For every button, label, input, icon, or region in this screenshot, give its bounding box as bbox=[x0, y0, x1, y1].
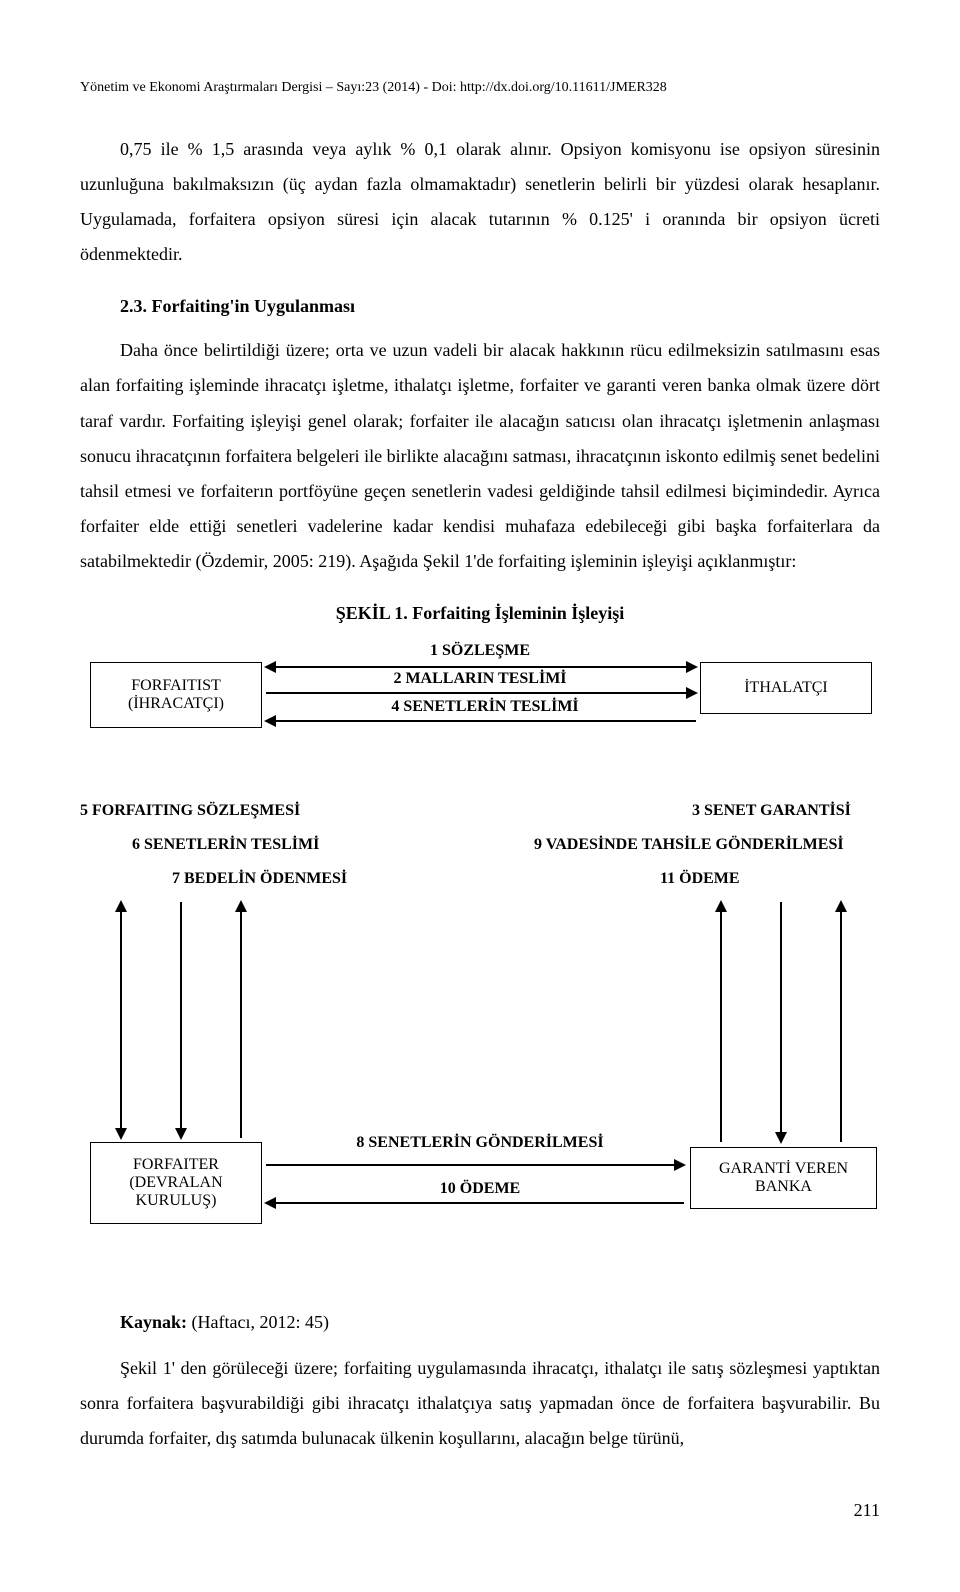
label-10-odeme: 10 ÖDEME bbox=[420, 1180, 540, 1198]
figure-source: Kaynak: (Haftacı, 2012: 45) bbox=[80, 1312, 880, 1333]
arrowhead-icon bbox=[264, 661, 276, 673]
node-garanti-l1: GARANTİ VEREN bbox=[719, 1160, 848, 1178]
node-forfaiter-l3: KURULUŞ) bbox=[136, 1192, 217, 1210]
arrow-11 bbox=[840, 902, 842, 1142]
arrow-9 bbox=[780, 902, 782, 1142]
node-ithalatci-label: İTHALATÇI bbox=[744, 679, 828, 697]
paragraph-2: Daha önce belirtildiği üzere; orta ve uz… bbox=[80, 333, 880, 579]
arrowhead-icon bbox=[715, 900, 727, 912]
node-ithalatci: İTHALATÇI bbox=[700, 662, 872, 714]
node-garanti: GARANTİ VEREN BANKA bbox=[690, 1147, 877, 1209]
paragraph-1: 0,75 ile % 1,5 arasında veya aylık % 0,1… bbox=[80, 132, 880, 272]
arrow-2 bbox=[266, 692, 696, 694]
arrowhead-icon bbox=[264, 715, 276, 727]
arrow-8 bbox=[266, 1164, 684, 1166]
label-8-senetlerin-gonder: 8 SENETLERİN GÖNDERİLMESİ bbox=[350, 1134, 610, 1152]
arrowhead-icon bbox=[264, 1197, 276, 1209]
label-4-senetlerin: 4 SENETLERİN TESLİMİ bbox=[355, 698, 615, 716]
arrow-7 bbox=[240, 902, 242, 1138]
node-forfaitist-l2: (İHRACATÇI) bbox=[128, 695, 224, 713]
arrow-1 bbox=[266, 666, 696, 668]
node-garanti-l2: BANKA bbox=[755, 1178, 812, 1196]
label-7-bedelin: 7 BEDELİN ÖDENMESİ bbox=[172, 870, 347, 888]
paragraph-3: Şekil 1' den görüleceği üzere; forfaitin… bbox=[80, 1351, 880, 1456]
section-heading: 2.3. Forfaiting'in Uygulanması bbox=[80, 296, 880, 317]
figure-title: ŞEKİL 1. Forfaiting İşleminin İşleyişi bbox=[80, 603, 880, 624]
label-3-senet-garantisi: 3 SENET GARANTİSİ bbox=[692, 802, 851, 820]
arrowhead-icon bbox=[775, 1132, 787, 1144]
arrow-3 bbox=[720, 902, 722, 1142]
running-head: Yönetim ve Ekonomi Araştırmaları Dergisi… bbox=[80, 80, 880, 96]
label-11-odeme: 11 ÖDEME bbox=[660, 870, 740, 888]
arrowhead-icon bbox=[235, 900, 247, 912]
source-label: Kaynak: bbox=[120, 1312, 187, 1332]
node-forfaitist-l1: FORFAITIST bbox=[131, 677, 221, 695]
arrowhead-icon bbox=[115, 1128, 127, 1140]
page-number: 211 bbox=[80, 1500, 880, 1521]
node-forfaiter: FORFAITER (DEVRALAN KURULUŞ) bbox=[90, 1142, 262, 1224]
arrowhead-icon bbox=[686, 661, 698, 673]
label-6-senetlerin: 6 SENETLERİN TESLİMİ bbox=[132, 836, 319, 854]
arrow-5 bbox=[120, 902, 122, 1138]
flowchart: FORFAITIST (İHRACATÇI) İTHALATÇI FORFAIT… bbox=[80, 642, 880, 1282]
node-forfaiter-l2: (DEVRALAN bbox=[129, 1174, 222, 1192]
arrowhead-icon bbox=[686, 687, 698, 699]
arrowhead-icon bbox=[835, 900, 847, 912]
page-container: Yönetim ve Ekonomi Araştırmaları Dergisi… bbox=[0, 0, 960, 1581]
arrow-10 bbox=[266, 1202, 684, 1204]
node-forfaitist: FORFAITIST (İHRACATÇI) bbox=[90, 662, 262, 728]
arrow-4 bbox=[266, 720, 696, 722]
node-forfaiter-l1: FORFAITER bbox=[133, 1156, 219, 1174]
label-5-forfaiting: 5 FORFAITING SÖZLEŞMESİ bbox=[80, 802, 300, 820]
label-9-vadesinde: 9 VADESİNDE TAHSİLE GÖNDERİLMESİ bbox=[534, 836, 844, 854]
label-1-sozlesme: 1 SÖZLEŞME bbox=[380, 642, 580, 660]
arrowhead-icon bbox=[674, 1159, 686, 1171]
arrowhead-icon bbox=[115, 900, 127, 912]
source-text: (Haftacı, 2012: 45) bbox=[187, 1312, 329, 1332]
arrow-6 bbox=[180, 902, 182, 1138]
arrowhead-icon bbox=[175, 1128, 187, 1140]
label-2-mallarin: 2 MALLARIN TESLİMİ bbox=[355, 670, 605, 688]
